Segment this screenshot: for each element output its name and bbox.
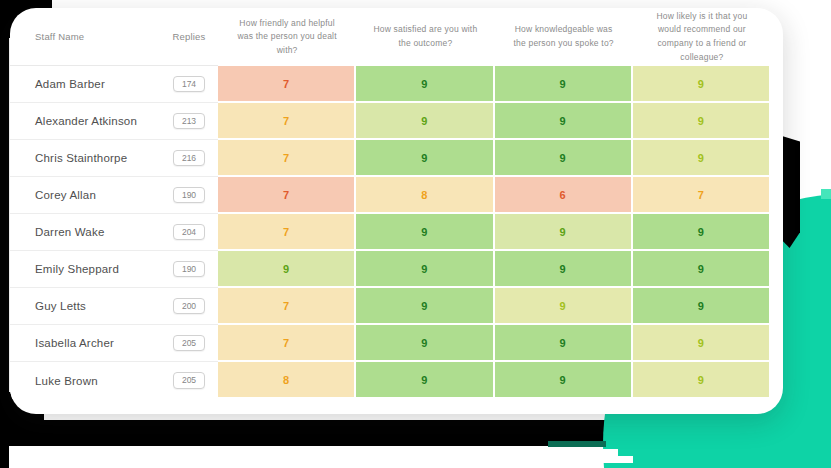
- score-cell: 7: [633, 177, 771, 214]
- staff-name-cell: Darren Wake: [10, 214, 160, 251]
- col-header-question-satisfied: How satisfied are you with the outcome?: [356, 8, 494, 66]
- score-cell: 9: [495, 66, 633, 103]
- staff-name-cell: Chris Stainthorpe: [10, 140, 160, 177]
- replies-cell: 190: [160, 251, 218, 288]
- decor-teal-notch: [821, 189, 831, 199]
- replies-cell: 190: [160, 177, 218, 214]
- replies-cell: 213: [160, 103, 218, 140]
- score-cell: 9: [356, 140, 494, 177]
- staff-name-cell: Isabella Archer: [10, 325, 160, 362]
- score-cell: 9: [633, 66, 771, 103]
- staff-name-cell: Luke Brown: [10, 362, 160, 399]
- score-cell: 9: [495, 251, 633, 288]
- score-cell: 9: [495, 325, 633, 362]
- replies-cell: 200: [160, 288, 218, 325]
- replies-badge: 200: [173, 298, 205, 315]
- replies-badge: 190: [173, 261, 205, 278]
- score-cell: 7: [218, 140, 356, 177]
- replies-cell: 205: [160, 362, 218, 399]
- replies-cell: 174: [160, 66, 218, 103]
- staff-name-cell: Corey Allan: [10, 177, 160, 214]
- score-cell: 9: [495, 140, 633, 177]
- replies-badge: 205: [173, 335, 205, 352]
- replies-cell: 216: [160, 140, 218, 177]
- replies-badge: 204: [173, 224, 205, 241]
- score-cell: 9: [356, 325, 494, 362]
- score-cell: 9: [356, 103, 494, 140]
- staff-name-cell: Emily Sheppard: [10, 251, 160, 288]
- decor-teal-dark-accent: [548, 441, 606, 447]
- score-cell: 9: [356, 214, 494, 251]
- score-cell: 8: [218, 362, 356, 399]
- score-cell: 6: [495, 177, 633, 214]
- score-cell: 9: [495, 214, 633, 251]
- score-cell: 9: [633, 251, 771, 288]
- score-cell: 9: [633, 288, 771, 325]
- score-cell: 9: [633, 325, 771, 362]
- score-cell: 9: [633, 140, 771, 177]
- score-cell: 9: [218, 251, 356, 288]
- score-cell: 7: [218, 66, 356, 103]
- decor-bottom-black-band: [8, 420, 615, 446]
- decor-white-strip-2: [550, 456, 633, 463]
- score-cell: 7: [218, 214, 356, 251]
- replies-badge: 190: [173, 187, 205, 204]
- page-background: Staff Name Replies How friendly and help…: [0, 0, 831, 468]
- score-cell: 7: [218, 103, 356, 140]
- score-cell: 9: [633, 362, 771, 399]
- replies-cell: 204: [160, 214, 218, 251]
- score-cell: 9: [633, 103, 771, 140]
- replies-badge: 174: [173, 76, 205, 93]
- score-cell: 9: [356, 66, 494, 103]
- score-cell: 8: [356, 177, 494, 214]
- col-header-question-knowledge: How knowledgeable was the person you spo…: [495, 8, 633, 66]
- replies-badge: 205: [173, 372, 205, 389]
- replies-cell: 205: [160, 325, 218, 362]
- col-header-question-friendly: How friendly and helpful was the person …: [218, 8, 356, 66]
- score-cell: 9: [495, 288, 633, 325]
- score-cell: 7: [218, 325, 356, 362]
- col-header-replies: Replies: [160, 8, 218, 66]
- staff-name-cell: Alexander Atkinson: [10, 103, 160, 140]
- replies-badge: 213: [173, 113, 205, 130]
- score-cell: 9: [356, 251, 494, 288]
- staff-scores-report-card: Staff Name Replies How friendly and help…: [10, 8, 783, 414]
- score-cell: 9: [356, 362, 494, 399]
- score-cell: 9: [495, 103, 633, 140]
- decor-black-wedge: [782, 136, 800, 248]
- col-header-question-recommend: How likely is it that you would recommen…: [633, 8, 771, 66]
- score-cell: 7: [218, 177, 356, 214]
- score-cell: 9: [356, 288, 494, 325]
- report-grid: Staff Name Replies How friendly and help…: [10, 8, 771, 399]
- score-cell: 9: [633, 214, 771, 251]
- col-header-staff-name: Staff Name: [10, 8, 160, 66]
- score-cell: 7: [218, 288, 356, 325]
- replies-badge: 216: [173, 150, 205, 167]
- score-cell: 9: [495, 362, 633, 399]
- staff-name-cell: Adam Barber: [10, 66, 160, 103]
- staff-name-cell: Guy Letts: [10, 288, 160, 325]
